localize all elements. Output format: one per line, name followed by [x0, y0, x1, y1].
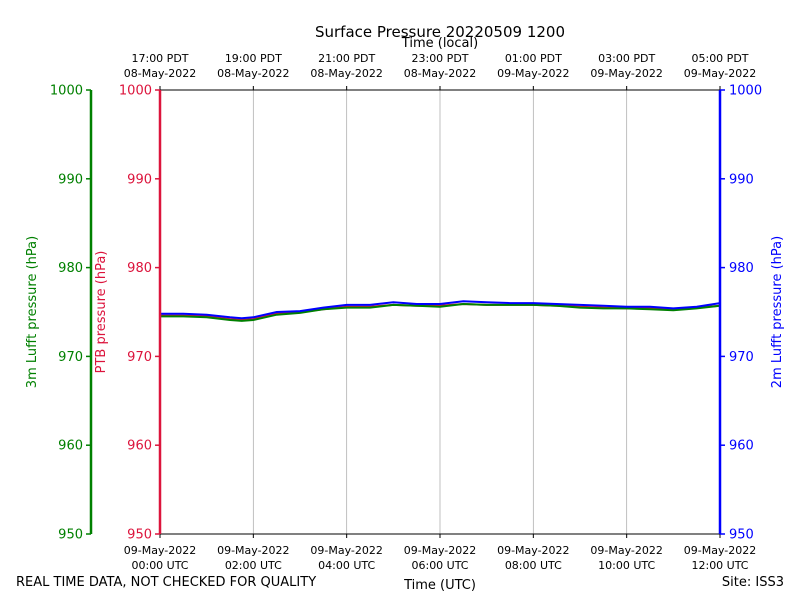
ptb-axis: 950 960 970 980 990 1000	[119, 84, 162, 543]
bottom-tick-time-1: 02:00 UTC	[225, 559, 282, 572]
bottom-tick-time-2: 04:00 UTC	[318, 559, 375, 572]
top-tick-time-3: 23:00 PDT	[411, 52, 468, 65]
y-lufft2-tick-label-5: 1000	[729, 84, 762, 99]
top-time-axis: 17:00 PDT 08-May-2022 19:00 PDT 08-May-2022…	[124, 52, 756, 90]
y-lufft2-tick-label-0: 950	[729, 528, 754, 543]
top-tick-time-6: 05:00 PDT	[691, 52, 748, 65]
y-lufft3-tick-label-4: 990	[58, 172, 83, 187]
bottom-tick-date-1: 09-May-2022	[217, 544, 289, 557]
bottom-tick-time-4: 08:00 UTC	[505, 559, 562, 572]
top-tick-date-5: 09-May-2022	[590, 67, 662, 80]
site-label: Site: ISS3	[721, 575, 784, 590]
bottom-tick-time-5: 10:00 UTC	[598, 559, 655, 572]
bottom-time-axis: 09-May-2022 00:00 UTC 09-May-2022 02:00 UTC…	[124, 534, 756, 572]
x-gridlines	[252, 90, 628, 534]
bottom-tick-date-6: 09-May-2022	[684, 544, 756, 557]
y-ptb-tick-label-0: 950	[127, 528, 152, 543]
top-tick-date-2: 08-May-2022	[310, 67, 382, 80]
top-tick-date-1: 08-May-2022	[217, 67, 289, 80]
y-lufft2-tick-label-3: 980	[729, 261, 754, 276]
bottom-tick-date-5: 09-May-2022	[590, 544, 662, 557]
top-tick-time-1: 19:00 PDT	[225, 52, 282, 65]
top-tick-time-4: 01:00 PDT	[505, 52, 562, 65]
y-lufft3-tick-label-1: 960	[58, 439, 83, 454]
lufft2-axis: 950 960 970 980 990 1000	[718, 84, 762, 543]
lufft3-axis-label: 3m Lufft pressure (hPa)	[25, 236, 40, 388]
y-ptb-tick-label-3: 980	[127, 261, 152, 276]
bottom-tick-date-3: 09-May-2022	[404, 544, 476, 557]
y-lufft3-tick-label-3: 980	[58, 261, 83, 276]
top-tick-time-0: 17:00 PDT	[131, 52, 188, 65]
bottom-tick-date-2: 09-May-2022	[310, 544, 382, 557]
y-lufft2-tick-label-1: 960	[729, 439, 754, 454]
bottom-tick-time-3: 06:00 UTC	[411, 559, 468, 572]
series-line-3m-lufft-pressure	[160, 302, 721, 322]
y-ptb-tick-label-1: 960	[127, 439, 152, 454]
y-lufft3-tick-label-0: 950	[58, 528, 83, 543]
y-ptb-tick-label-5: 1000	[119, 84, 152, 99]
y-ptb-tick-label-4: 990	[127, 172, 152, 187]
bottom-tick-time-6: 12:00 UTC	[691, 559, 748, 572]
y-lufft3-tick-label-5: 1000	[50, 84, 83, 99]
lufft2-axis-label: 2m Lufft pressure (hPa)	[770, 236, 785, 388]
top-tick-time-2: 21:00 PDT	[318, 52, 375, 65]
y-lufft2-tick-label-2: 970	[729, 350, 754, 365]
lufft3-axis: 950 960 970 980 990 1000	[50, 84, 93, 543]
top-axis-label: Time (local)	[401, 36, 478, 51]
series-line-2m-lufft-pressure	[160, 300, 721, 320]
series-lines	[160, 300, 721, 322]
chart-title: Surface Pressure 20220509 1200	[315, 23, 565, 41]
top-tick-time-5: 03:00 PDT	[598, 52, 655, 65]
top-tick-date-0: 08-May-2022	[124, 67, 196, 80]
y-lufft2-tick-label-4: 990	[729, 172, 754, 187]
y-ptb-tick-label-2: 970	[127, 350, 152, 365]
top-tick-date-3: 08-May-2022	[404, 67, 476, 80]
bottom-tick-date-4: 09-May-2022	[497, 544, 569, 557]
bottom-tick-time-0: 00:00 UTC	[131, 559, 188, 572]
bottom-tick-date-0: 09-May-2022	[124, 544, 196, 557]
ptb-axis-label: PTB pressure (hPa)	[94, 251, 109, 374]
quality-disclaimer: REAL TIME DATA, NOT CHECKED FOR QUALITY	[16, 575, 317, 590]
top-tick-date-6: 09-May-2022	[684, 67, 756, 80]
bottom-axis-label: Time (UTC)	[403, 578, 476, 593]
top-tick-date-4: 09-May-2022	[497, 67, 569, 80]
y-lufft3-tick-label-2: 970	[58, 350, 83, 365]
